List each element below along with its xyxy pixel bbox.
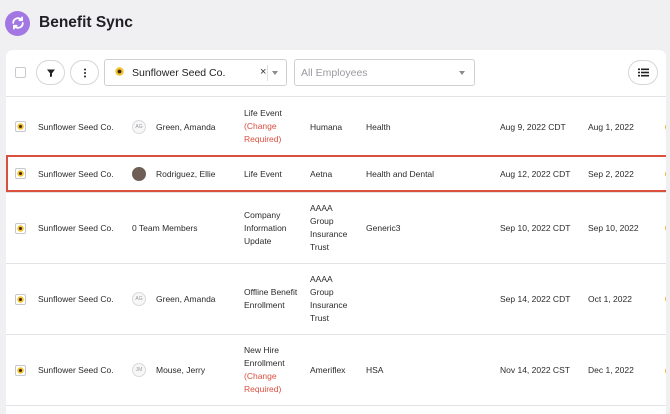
effective-date: Dec 1, 2022 <box>588 365 634 375</box>
more-options-button[interactable] <box>70 60 99 85</box>
event-type: Offline Benefit Enrollment <box>244 287 298 310</box>
effective-date: Sep 2, 2022 <box>588 168 634 179</box>
status-dot <box>665 295 666 303</box>
clear-company-filter-icon[interactable]: × <box>260 66 267 78</box>
carrier-name: Humana <box>310 121 343 132</box>
status-dot <box>665 224 666 232</box>
effective-date: Oct 1, 2022 <box>588 294 632 304</box>
employee-name[interactable]: Rodriguez, Ellie <box>156 168 216 179</box>
employee-filter-placeholder: All Employees <box>301 66 368 79</box>
page-header: Benefit Sync <box>5 8 133 38</box>
toolbar: Sunflower Seed Co. × All Employees <box>6 50 666 94</box>
status-dot <box>665 367 666 375</box>
employee-filter-select[interactable]: All Employees <box>294 59 475 86</box>
employee-name[interactable]: Green, Amanda <box>156 121 216 132</box>
submitted-date: Aug 9, 2022 CDT <box>500 121 566 132</box>
carrier-name: Ameriflex <box>310 365 346 375</box>
plan-types: Health <box>366 121 391 132</box>
chevron-down-icon[interactable] <box>459 71 465 75</box>
company-name: Sunflower Seed Co. <box>38 168 114 179</box>
employee-name[interactable]: Green, Amanda <box>156 294 216 304</box>
company-logo-icon <box>15 222 26 234</box>
company-logo-icon <box>15 168 26 179</box>
sync-table-card: Sunflower Seed Co. × All Employees Sunfl… <box>6 50 666 414</box>
avatar: AG <box>132 119 146 134</box>
table-row[interactable]: Sunflower Seed Co. AG Green, Amanda Life… <box>6 96 666 156</box>
carrier-name: AAAA Group Insurance Trust <box>310 203 348 252</box>
page-title: Benefit Sync <box>39 14 133 31</box>
select-all-checkbox[interactable] <box>15 67 26 78</box>
employee-name[interactable]: Mouse, Jerry <box>156 365 206 375</box>
select-divider <box>267 65 268 81</box>
submitted-date: Aug 12, 2022 CDT <box>500 168 571 179</box>
company-name: Sunflower Seed Co. <box>38 121 114 132</box>
avatar: JM <box>132 363 146 377</box>
plan-types: Generic3 <box>366 223 401 233</box>
sync-icon <box>5 10 30 36</box>
table-row[interactable]: Sunflower Seed Co. JM Mouse, Jerry New H… <box>6 334 666 406</box>
list-view-icon <box>637 68 649 77</box>
carrier-name: Aetna <box>310 168 333 179</box>
event-type: Life Event <box>244 108 282 118</box>
company-name: Sunflower Seed Co. <box>38 365 114 375</box>
avatar: AG <box>132 292 146 306</box>
list-view-button[interactable] <box>628 60 658 85</box>
company-logo-icon <box>15 121 26 132</box>
plan-types: HSA <box>366 365 384 375</box>
filter-icon <box>46 69 55 77</box>
company-filter-select[interactable]: Sunflower Seed Co. × <box>104 59 287 86</box>
change-required-note: (Change Required) <box>244 121 282 144</box>
effective-date: Sep 10, 2022 <box>588 223 639 233</box>
company-filter-value: Sunflower Seed Co. <box>132 66 226 79</box>
change-required-note: (Change Required) <box>244 371 282 394</box>
table-row-selected[interactable]: Sunflower Seed Co. Rodriguez, Ellie Life… <box>6 155 666 192</box>
event-type: Company Information Update <box>244 209 287 246</box>
vertical-dots-icon <box>83 68 86 77</box>
plan-types: Health and Dental <box>366 168 435 179</box>
company-name: Sunflower Seed Co. <box>38 223 114 233</box>
status-dot <box>665 170 666 178</box>
sunflower-logo-icon <box>115 66 124 79</box>
submitted-date: Sep 14, 2022 CDT <box>500 294 571 304</box>
event-type: Life Event <box>244 168 282 179</box>
team-member-count: 0 Team Members <box>132 223 198 233</box>
company-name: Sunflower Seed Co. <box>38 294 114 304</box>
chevron-down-icon[interactable] <box>272 71 278 75</box>
event-type: New Hire Enrollment <box>244 345 285 368</box>
table-row[interactable]: Sunflower Seed Co. AG Green, Amanda Offl… <box>6 263 666 334</box>
status-dot <box>665 123 666 131</box>
submitted-date: Sep 10, 2022 CDT <box>500 223 571 233</box>
effective-date: Aug 1, 2022 <box>588 121 634 132</box>
carrier-name: AAAA Group Insurance Trust <box>310 274 348 323</box>
company-logo-icon <box>15 293 26 305</box>
company-logo-icon <box>15 364 26 376</box>
avatar-photo <box>132 166 146 181</box>
submitted-date: Nov 14, 2022 CST <box>500 365 570 375</box>
table-row[interactable]: Sunflower Seed Co. 0 Team Members Compan… <box>6 192 666 263</box>
filter-button[interactable] <box>36 60 65 85</box>
